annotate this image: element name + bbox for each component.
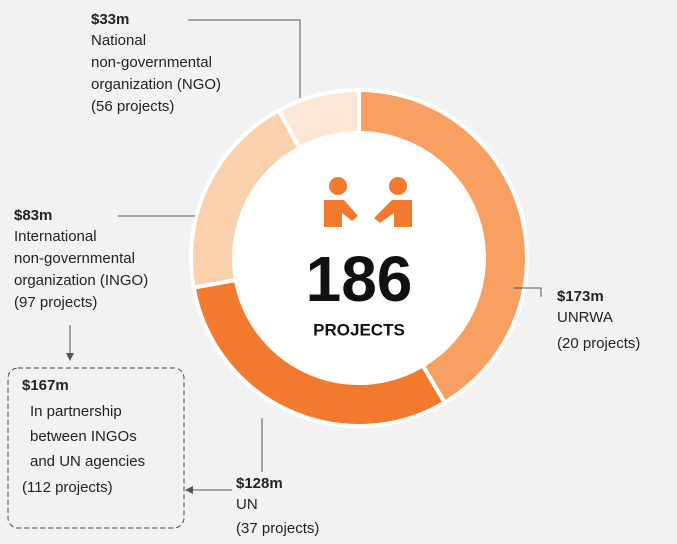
- leader-line: [514, 287, 542, 297]
- project-label: (97 projects): [14, 294, 97, 311]
- partnership-box: [7, 367, 185, 529]
- project-label: (37 projects): [236, 520, 319, 537]
- handshake-icon: [324, 177, 412, 227]
- value-label: $128m: [236, 475, 283, 492]
- partnership-projects: (112 projects): [22, 479, 113, 496]
- value-label: $83m: [14, 207, 52, 224]
- category-label: International non-governmental organizat…: [14, 228, 148, 289]
- project-label: (56 projects): [91, 98, 174, 115]
- partnership-text: In partnership between INGOs and UN agen…: [30, 403, 145, 470]
- category-label: UNRWA: [557, 309, 613, 326]
- category-label: UN: [236, 496, 258, 513]
- leader-line: [188, 19, 301, 98]
- project-label: (20 projects): [557, 335, 640, 352]
- category-label: National non-governmental organization (…: [91, 32, 221, 93]
- donut-hole: [234, 133, 484, 383]
- partnership-value: $167m: [22, 377, 69, 394]
- value-label: $33m: [91, 11, 129, 28]
- value-label: $173m: [557, 288, 604, 305]
- center-total: 186: [306, 243, 413, 315]
- center-label: PROJECTS: [313, 320, 405, 339]
